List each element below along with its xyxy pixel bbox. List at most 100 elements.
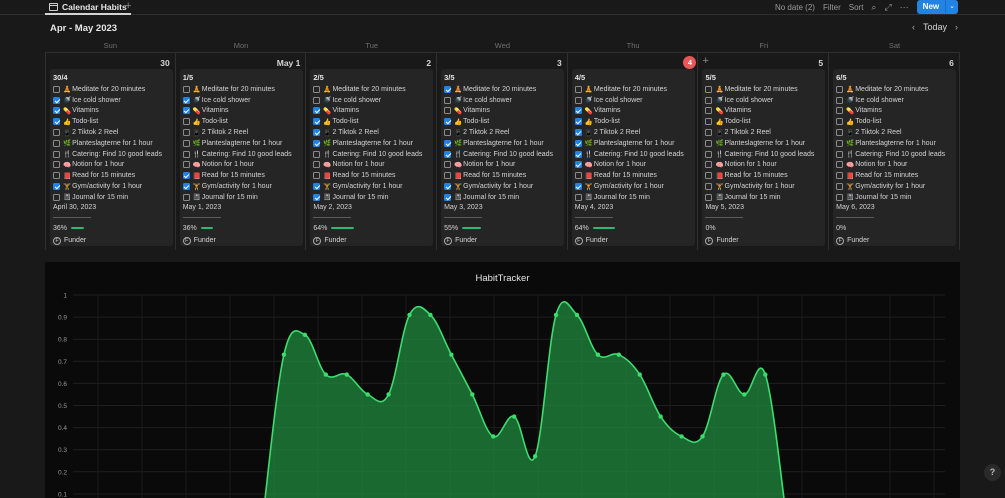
- habit-checkbox[interactable]: [313, 85, 321, 93]
- habit-checkbox[interactable]: [313, 107, 321, 115]
- habit-checkbox[interactable]: [705, 139, 713, 147]
- today-button[interactable]: Today: [922, 22, 947, 32]
- habit-checkbox[interactable]: [53, 161, 60, 169]
- chevron-down-icon[interactable]: ⌄: [949, 3, 955, 10]
- calendar-day[interactable]: 4 4/5 🧘 Meditate for 20 minutes 🚿 Ice cold sh…: [567, 53, 699, 250]
- habit-checkbox[interactable]: [836, 172, 844, 180]
- habit-checkbox[interactable]: [574, 85, 582, 93]
- habit-checkbox[interactable]: [444, 183, 452, 191]
- habit-checkbox[interactable]: [313, 150, 321, 158]
- habit-checkbox[interactable]: [182, 129, 190, 137]
- habit-checkbox[interactable]: [313, 193, 321, 201]
- habit-checkbox[interactable]: [574, 183, 582, 191]
- habit-card[interactable]: 6/5 🧘 Meditate for 20 minutes 🚿 Ice cold sho…: [833, 69, 957, 247]
- habit-checkbox[interactable]: [574, 129, 582, 137]
- habit-checkbox[interactable]: [53, 129, 60, 137]
- habit-checkbox[interactable]: [705, 172, 713, 180]
- habit-checkbox[interactable]: [444, 139, 452, 147]
- habit-checkbox[interactable]: [444, 172, 452, 180]
- habit-checkbox[interactable]: [182, 150, 190, 158]
- funder-property[interactable]: F Funder: [313, 235, 430, 247]
- chevron-left-icon[interactable]: ‹: [911, 22, 915, 32]
- habit-checkbox[interactable]: [182, 139, 190, 147]
- habit-checkbox[interactable]: [836, 85, 844, 93]
- habit-checkbox[interactable]: [574, 139, 582, 147]
- calendar-day[interactable]: 30 30/4 🧘 Meditate for 20 minutes 🚿 Ice cold …: [45, 53, 176, 250]
- habit-card[interactable]: 30/4 🧘 Meditate for 20 minutes 🚿 Ice cold sh…: [50, 69, 173, 246]
- more-icon[interactable]: ···: [899, 2, 909, 12]
- habit-checkbox[interactable]: [836, 118, 844, 126]
- habit-checkbox[interactable]: [705, 96, 713, 104]
- habit-checkbox[interactable]: [574, 193, 582, 201]
- funder-property[interactable]: F Funder: [53, 235, 170, 247]
- new-button[interactable]: New ⌄: [916, 0, 958, 14]
- habit-checkbox[interactable]: [836, 161, 844, 169]
- add-entry-icon[interactable]: +: [702, 55, 709, 67]
- habit-checkbox[interactable]: [313, 161, 321, 169]
- chevron-right-icon[interactable]: ›: [955, 22, 958, 32]
- habit-checkbox[interactable]: [444, 150, 452, 158]
- habit-checkbox[interactable]: [574, 118, 582, 126]
- habit-checkbox[interactable]: [53, 150, 60, 158]
- habit-checkbox[interactable]: [53, 183, 60, 191]
- habit-checkbox[interactable]: [836, 129, 844, 137]
- habit-checkbox[interactable]: [182, 85, 190, 93]
- calendar-day[interactable]: 3 3/5 🧘 Meditate for 20 minutes 🚿 Ice cold sh…: [437, 53, 568, 250]
- habit-checkbox[interactable]: [53, 118, 60, 126]
- habit-checkbox[interactable]: [313, 96, 321, 104]
- habit-checkbox[interactable]: [313, 172, 321, 180]
- habit-checkbox[interactable]: [574, 96, 582, 104]
- habit-checkbox[interactable]: [53, 107, 60, 115]
- tab-calendar-habits[interactable]: Calendar Habits: [45, 0, 131, 15]
- funder-property[interactable]: F Funder: [182, 235, 300, 247]
- help-button[interactable]: ?: [984, 464, 1001, 481]
- new-button-label[interactable]: New: [917, 0, 947, 14]
- habit-checkbox[interactable]: [444, 118, 452, 126]
- habit-checkbox[interactable]: [182, 193, 190, 201]
- habit-checkbox[interactable]: [182, 172, 190, 180]
- habit-card[interactable]: 3/5 🧘 Meditate for 20 minutes 🚿 Ice cold sho…: [441, 69, 565, 247]
- add-view-button[interactable]: +: [125, 0, 132, 12]
- habit-checkbox[interactable]: [705, 85, 713, 93]
- habit-checkbox[interactable]: [182, 161, 190, 169]
- habit-checkbox[interactable]: [444, 107, 452, 115]
- funder-property[interactable]: F Funder: [705, 235, 822, 247]
- habit-checkbox[interactable]: [182, 107, 190, 115]
- habit-card[interactable]: 1/5 🧘 Meditate for 20 minutes 🚿 Ice cold sho…: [179, 69, 303, 247]
- filter-button[interactable]: Filter: [822, 2, 841, 12]
- calendar-day[interactable]: 2 2/5 🧘 Meditate for 20 minutes 🚿 Ice cold sh…: [306, 53, 438, 250]
- habit-checkbox[interactable]: [574, 172, 582, 180]
- habit-checkbox[interactable]: [574, 150, 582, 158]
- habit-checkbox[interactable]: [53, 193, 60, 201]
- habit-checkbox[interactable]: [574, 161, 582, 169]
- habit-checkbox[interactable]: [313, 118, 321, 126]
- habit-checkbox[interactable]: [53, 139, 60, 147]
- habit-checkbox[interactable]: [313, 183, 321, 191]
- habit-checkbox[interactable]: [53, 96, 60, 104]
- habit-checkbox[interactable]: [313, 129, 321, 137]
- habit-checkbox[interactable]: [836, 96, 844, 104]
- habit-checkbox[interactable]: [53, 85, 60, 93]
- habit-checkbox[interactable]: [444, 161, 452, 169]
- habit-checkbox[interactable]: [836, 193, 844, 201]
- calendar-day[interactable]: +5 5/5 🧘 Meditate for 20 minutes 🚿 Ice cold s…: [698, 53, 830, 250]
- habit-checkbox[interactable]: [836, 150, 844, 158]
- calendar-day[interactable]: 6 6/5 🧘 Meditate for 20 minutes 🚿 Ice cold sh…: [829, 53, 960, 250]
- habit-checkbox[interactable]: [444, 85, 452, 93]
- sort-button[interactable]: Sort: [848, 2, 864, 12]
- no-date-button[interactable]: No date (2): [774, 2, 815, 12]
- habit-checkbox[interactable]: [444, 129, 452, 137]
- habit-checkbox[interactable]: [444, 193, 452, 201]
- habit-checkbox[interactable]: [836, 139, 844, 147]
- habit-checkbox[interactable]: [182, 183, 190, 191]
- habit-checkbox[interactable]: [53, 172, 60, 180]
- habit-checkbox[interactable]: [705, 107, 713, 115]
- habit-checkbox[interactable]: [705, 193, 713, 201]
- habit-checkbox[interactable]: [182, 96, 190, 104]
- funder-property[interactable]: F Funder: [836, 235, 953, 247]
- calendar-day[interactable]: May 1 1/5 🧘 Meditate for 20 minutes 🚿 Ice col…: [175, 53, 307, 250]
- funder-property[interactable]: F Funder: [444, 235, 561, 247]
- habit-checkbox[interactable]: [705, 118, 713, 126]
- habit-checkbox[interactable]: [705, 129, 713, 137]
- expand-icon[interactable]: ⤢: [884, 1, 892, 12]
